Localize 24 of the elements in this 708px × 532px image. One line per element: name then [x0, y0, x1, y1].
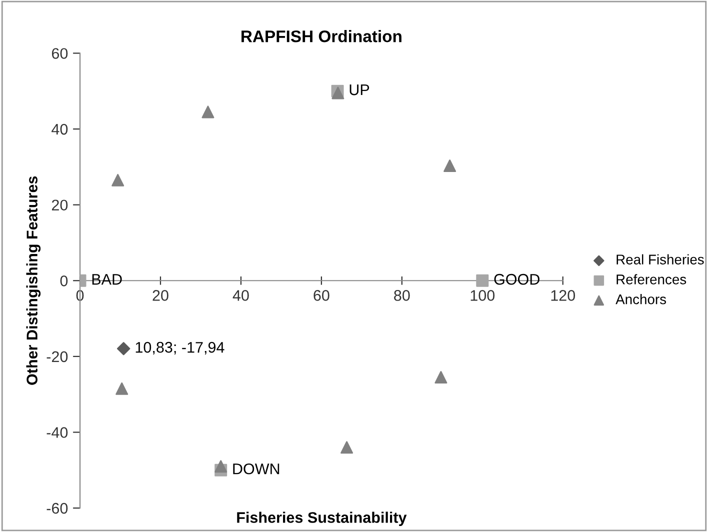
y-tick-label: -60 [46, 502, 68, 514]
x-axis-title: Fisheries Sustainability [237, 512, 407, 526]
legend-label: Real Fisheries [616, 254, 704, 264]
y-tick-label: 60 [52, 48, 68, 59]
legend-label: Anchors [616, 294, 666, 304]
y-tick-label: -40 [46, 427, 68, 438]
y-tick-label: 20 [52, 200, 68, 211]
x-tick-label: 20 [152, 290, 168, 301]
y-tick-label: -20 [46, 351, 68, 362]
y-axis-title: Other Distingishing Features [26, 176, 41, 385]
chart-title: RAPFISH Ordination [242, 30, 402, 42]
annotation: GOOD [494, 274, 540, 285]
annotation: DOWN [233, 463, 280, 474]
annotation: UP [350, 84, 370, 96]
legend-label: References [616, 274, 686, 284]
x-tick-label: 40 [232, 290, 249, 301]
x-tick-label: 120 [551, 290, 576, 301]
annotation: BAD [92, 274, 122, 285]
y-tick-label: 40 [52, 124, 68, 135]
x-tick-label: 100 [470, 290, 495, 301]
y-tick-label: 0 [60, 276, 68, 286]
annotation: 10,83; -17,94 [136, 342, 224, 355]
x-tick-label: 60 [314, 290, 330, 301]
x-tick-label: 80 [394, 290, 410, 301]
